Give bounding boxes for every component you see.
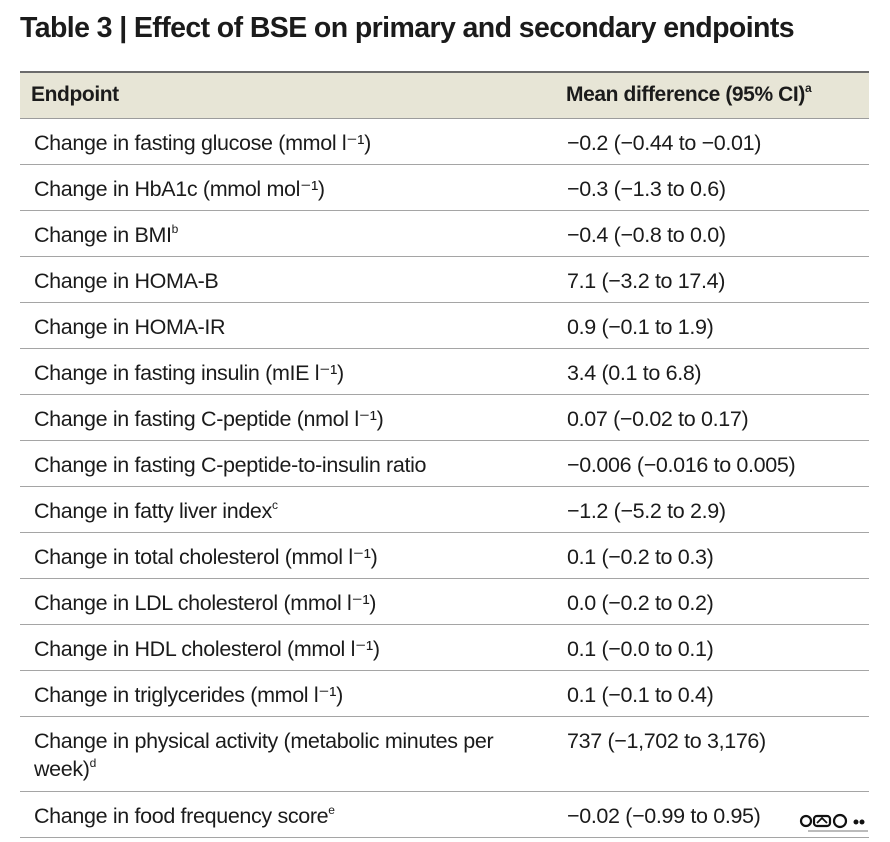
- endpoint-label: Change in fasting C-peptide-to-insulin r…: [34, 453, 427, 477]
- value-cell: 737 (−1,702 to 3,176): [567, 729, 766, 753]
- table-row: Change in fasting insulin (mIE l⁻¹) 3.4 …: [20, 349, 869, 395]
- table-row: Change in physical activity (metabolic m…: [20, 717, 869, 792]
- endpoint-cell: Change in fasting C-peptide (nmol l⁻¹): [34, 405, 539, 433]
- endpoint-cell: Change in fasting insulin (mIE l⁻¹): [34, 359, 539, 387]
- endpoint-cell: Change in HDL cholesterol (mmol l⁻¹): [34, 635, 539, 663]
- endpoint-cell: Change in total cholesterol (mmol l⁻¹): [34, 543, 539, 571]
- value-cell: −1.2 (−5.2 to 2.9): [567, 499, 726, 523]
- table-row: Change in HOMA-B 7.1 (−3.2 to 17.4): [20, 257, 869, 303]
- table-row: Change in LDL cholesterol (mmol l⁻¹) 0.0…: [20, 579, 869, 625]
- header-footnote-mark: a: [804, 81, 812, 95]
- endpoint-label: Change in HOMA-IR: [34, 315, 226, 339]
- endpoint-cell: Change in fatty liver indexc: [34, 497, 539, 525]
- endpoint-label: Change in total cholesterol (mmol l⁻¹): [34, 545, 378, 569]
- footnote-mark: e: [328, 802, 335, 817]
- footnote-mark: c: [271, 497, 278, 512]
- endpoint-cell: Change in HOMA-IR: [34, 313, 539, 341]
- table-row: Change in fasting C-peptide-to-insulin r…: [20, 441, 869, 487]
- top-rule: [20, 71, 869, 73]
- table-header-row: Endpoint Mean difference (95% CI)a: [20, 73, 869, 119]
- endpoint-label: Change in LDL cholesterol (mmol l⁻¹): [34, 591, 377, 615]
- endpoint-cell: Change in BMIb: [34, 221, 539, 249]
- endpoint-label: Change in HbA1c (mmol mol⁻¹): [34, 177, 325, 201]
- value-cell: 0.1 (−0.1 to 0.4): [567, 683, 714, 707]
- table-body: Change in fasting glucose (mmol l⁻¹) −0.…: [20, 119, 869, 838]
- endpoint-cell: Change in triglycerides (mmol l⁻¹): [34, 681, 539, 709]
- endpoint-cell: Change in physical activity (metabolic m…: [34, 727, 539, 783]
- endpoint-label: Change in fasting insulin (mIE l⁻¹): [34, 361, 344, 385]
- table-row: Change in triglycerides (mmol l⁻¹) 0.1 (…: [20, 671, 869, 717]
- value-cell: 3.4 (0.1 to 6.8): [567, 361, 702, 385]
- table-row: Change in HDL cholesterol (mmol l⁻¹) 0.1…: [20, 625, 869, 671]
- header-mean-difference-label: Mean difference (95% CI): [566, 83, 805, 106]
- table-title: Table 3 | Effect of BSE on primary and s…: [20, 12, 795, 44]
- value-cell: −0.006 (−0.016 to 0.005): [567, 453, 796, 477]
- table-row: Change in BMIb −0.4 (−0.8 to 0.0): [20, 211, 869, 257]
- footnote-mark: d: [89, 755, 97, 770]
- value-cell: 0.9 (−0.1 to 1.9): [567, 315, 714, 339]
- header-endpoint: Endpoint: [31, 83, 119, 106]
- endpoint-label: Change in BMI: [34, 223, 172, 247]
- value-cell: −0.4 (−0.8 to 0.0): [567, 223, 726, 247]
- endpoint-cell: Change in LDL cholesterol (mmol l⁻¹): [34, 589, 539, 617]
- footnote-mark: b: [171, 221, 179, 236]
- value-cell: 0.1 (−0.0 to 0.1): [567, 637, 714, 661]
- endpoint-label: Change in physical activity (metabolic m…: [34, 729, 494, 781]
- endpoint-label: Change in triglycerides (mmol l⁻¹): [34, 683, 343, 707]
- header-mean-difference: Mean difference (95% CI)a: [566, 81, 812, 107]
- endpoint-label: Change in fasting C-peptide (nmol l⁻¹): [34, 407, 384, 431]
- value-cell: 0.1 (−0.2 to 0.3): [567, 545, 714, 569]
- endpoint-cell: Change in food frequency scoree: [34, 802, 539, 830]
- table-row: Change in food frequency scoree −0.02 (−…: [20, 792, 869, 838]
- value-cell: 0.0 (−0.2 to 0.2): [567, 591, 714, 615]
- endpoint-cell: Change in fasting glucose (mmol l⁻¹): [34, 129, 539, 157]
- endpoint-label: Change in fatty liver index: [34, 499, 272, 523]
- endpoint-label: Change in food frequency score: [34, 804, 329, 828]
- endpoint-label: Change in fasting glucose (mmol l⁻¹): [34, 131, 371, 155]
- endpoint-label: Change in HDL cholesterol (mmol l⁻¹): [34, 637, 380, 661]
- table-row: Change in fatty liver indexc −1.2 (−5.2 …: [20, 487, 869, 533]
- endpoint-cell: Change in HOMA-B: [34, 267, 539, 295]
- table-row: Change in HOMA-IR 0.9 (−0.1 to 1.9): [20, 303, 869, 349]
- endpoint-label: Change in HOMA-B: [34, 269, 219, 293]
- value-cell: 7.1 (−3.2 to 17.4): [567, 269, 726, 293]
- value-cell: −0.02 (−0.99 to 0.95): [567, 804, 761, 828]
- table-row: Change in total cholesterol (mmol l⁻¹) 0…: [20, 533, 869, 579]
- value-cell: 0.07 (−0.02 to 0.17): [567, 407, 749, 431]
- watermark-logo-icon: [799, 813, 868, 832]
- table-row: Change in fasting glucose (mmol l⁻¹) −0.…: [20, 119, 869, 165]
- endpoint-cell: Change in fasting C-peptide-to-insulin r…: [34, 451, 539, 479]
- value-cell: −0.2 (−0.44 to −0.01): [567, 131, 762, 155]
- table-row: Change in HbA1c (mmol mol⁻¹) −0.3 (−1.3 …: [20, 165, 869, 211]
- value-cell: −0.3 (−1.3 to 0.6): [567, 177, 726, 201]
- table-row: Change in fasting C-peptide (nmol l⁻¹) 0…: [20, 395, 869, 441]
- endpoint-cell: Change in HbA1c (mmol mol⁻¹): [34, 175, 539, 203]
